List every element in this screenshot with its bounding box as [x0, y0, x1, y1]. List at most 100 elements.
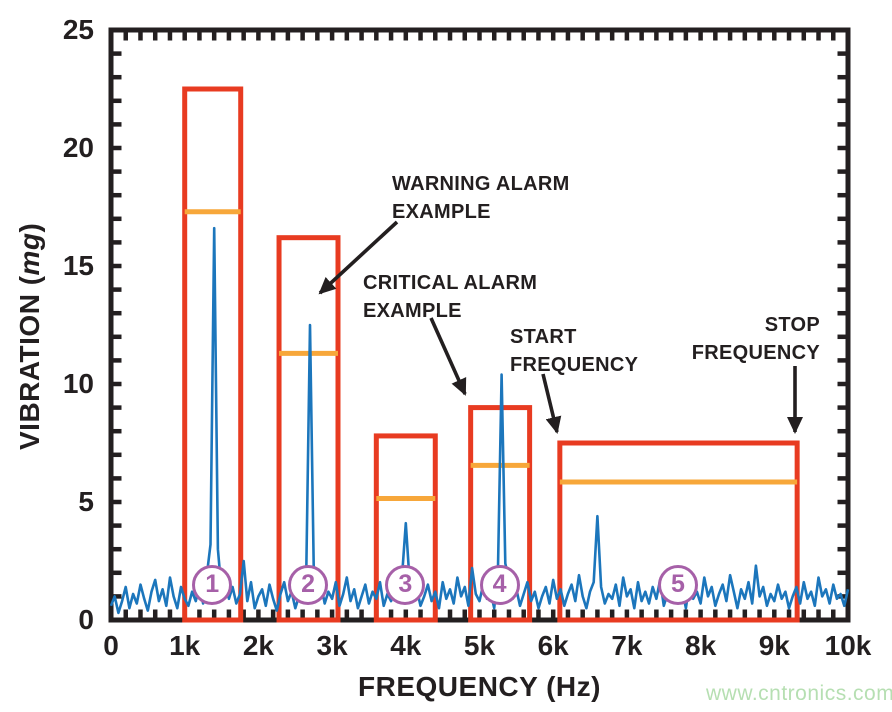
x-tick-mark	[477, 609, 482, 618]
critical-alarm-arrow	[429, 317, 467, 396]
warning-alarm-arrow	[318, 220, 399, 295]
x-tick-mark	[536, 609, 541, 618]
band-number-circle-3: 3	[385, 564, 426, 605]
x-tick-mark	[801, 32, 807, 41]
x-tick-mark	[831, 32, 836, 41]
x-tick-mark	[433, 32, 438, 41]
annotation-warning-line1: WARNING ALARM	[392, 173, 570, 195]
critical-alarm-box-2	[276, 235, 341, 623]
annotation-critical-line2: EXAMPLE	[363, 300, 462, 322]
y-tick-mark	[837, 546, 846, 552]
y-axis-title-suffix: )	[14, 222, 45, 233]
y-tick-mark	[113, 476, 122, 481]
x-tick-mark	[772, 32, 777, 41]
x-tick-mark	[123, 609, 128, 618]
x-tick-mark	[624, 609, 630, 618]
x-tick-mark	[138, 609, 143, 618]
x-tick-mark	[403, 609, 409, 618]
y-tick-mark	[837, 476, 846, 481]
band-number-circle-2: 2	[288, 564, 329, 605]
y-tick-mark	[113, 240, 122, 245]
x-tick-mark	[285, 609, 291, 618]
x-tick-mark	[329, 32, 335, 41]
band-number-circle-1: 1	[192, 564, 233, 605]
x-tick-mark	[698, 32, 703, 41]
critical-alarm-box-1	[182, 86, 244, 623]
x-tick-mark	[329, 609, 335, 618]
y-tick-mark	[113, 263, 122, 269]
x-tick-mark	[816, 609, 821, 618]
x-tick-mark	[683, 609, 689, 618]
x-tick-mark	[521, 609, 526, 618]
y-tick-mark	[837, 169, 846, 174]
y-tick-mark	[113, 428, 122, 434]
x-tick-mark	[506, 609, 512, 618]
x-tick-mark	[595, 609, 600, 618]
x-tick-mark	[698, 609, 703, 618]
x-tick-mark	[639, 609, 644, 618]
y-tick-label-10: 10	[62, 368, 94, 399]
x-tick-mark	[315, 609, 320, 618]
x-tick-mark	[550, 32, 556, 41]
y-tick-label-0: 0	[78, 604, 94, 635]
y-tick-mark	[113, 523, 122, 528]
x-tick-mark	[211, 32, 217, 41]
y-tick-mark	[837, 74, 846, 80]
y-tick-mark	[837, 263, 846, 269]
y-tick-label-5: 5	[78, 486, 94, 517]
annotation-critical-alarm: CRITICAL ALARM EXAMPLE	[363, 269, 537, 325]
annotation-start-frequency: START FREQUENCY	[510, 323, 638, 379]
x-tick-mark	[211, 609, 217, 618]
x-tick-mark	[197, 609, 202, 618]
x-tick-mark	[506, 32, 512, 41]
y-tick-mark	[837, 452, 846, 458]
y-tick-mark	[837, 51, 846, 56]
x-tick-label-8k: 8k	[685, 630, 717, 661]
y-tick-mark	[837, 358, 846, 363]
x-tick-mark	[801, 609, 807, 618]
x-tick-mark	[226, 32, 232, 41]
annotation-stop-line2: FREQUENCY	[691, 342, 820, 364]
y-tick-mark	[113, 405, 122, 410]
band-number-circle-5: 5	[657, 564, 698, 605]
x-tick-mark	[241, 609, 246, 618]
annotation-start-line2: FREQUENCY	[510, 354, 639, 376]
x-tick-mark	[359, 32, 364, 41]
x-tick-mark	[167, 32, 173, 41]
x-tick-label-1k: 1k	[169, 630, 201, 661]
annotation-start-line1: START	[510, 326, 577, 348]
x-tick-label-10k: 10k	[824, 630, 872, 661]
x-tick-mark	[624, 32, 630, 41]
x-tick-mark	[565, 609, 571, 618]
x-tick-label-3k: 3k	[316, 630, 348, 661]
x-tick-mark	[344, 609, 350, 618]
critical-alarm-box-3	[373, 433, 438, 623]
y-tick-mark	[113, 546, 122, 552]
y-tick-mark	[837, 499, 846, 505]
y-tick-mark	[837, 240, 846, 245]
x-tick-mark	[757, 32, 762, 41]
y-tick-mark	[837, 216, 846, 222]
x-tick-mark	[654, 609, 659, 618]
x-tick-mark	[344, 32, 350, 41]
y-tick-mark	[837, 145, 846, 151]
y-tick-mark	[837, 122, 846, 127]
y-tick-label-20: 20	[62, 132, 94, 163]
annotation-warning-alarm: WARNING ALARM EXAMPLE	[392, 170, 570, 226]
annotation-warning-line2: EXAMPLE	[392, 201, 491, 223]
x-tick-mark	[359, 609, 364, 618]
y-tick-mark	[113, 145, 122, 151]
x-tick-mark	[226, 609, 232, 618]
x-tick-label-5k: 5k	[463, 630, 496, 661]
annotation-stop-line1: STOP	[764, 314, 820, 336]
x-tick-mark	[816, 32, 821, 41]
x-tick-mark	[683, 32, 689, 41]
x-tick-mark	[403, 32, 409, 41]
x-tick-mark	[580, 32, 585, 41]
x-tick-mark	[521, 32, 526, 41]
x-tick-mark	[831, 609, 836, 618]
x-tick-mark	[182, 32, 187, 41]
x-tick-mark	[285, 32, 291, 41]
x-tick-label-6k: 6k	[537, 630, 569, 661]
